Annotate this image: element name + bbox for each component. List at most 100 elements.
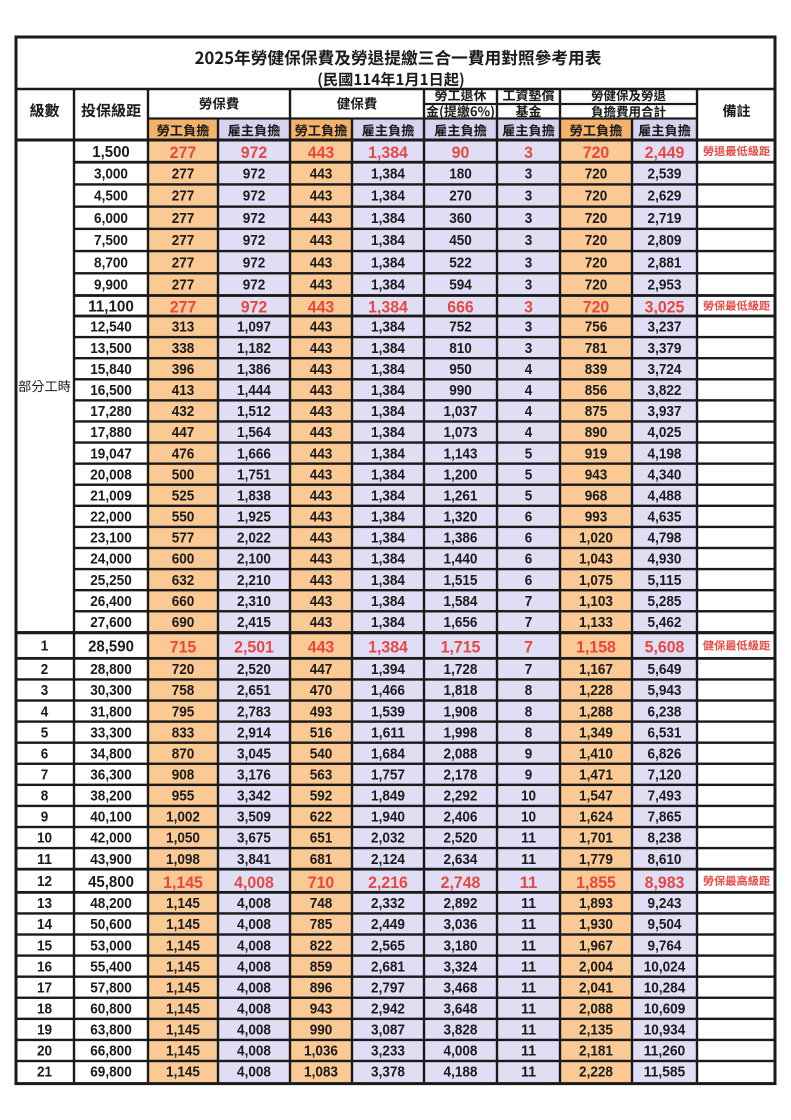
svg-text:2,135: 2,135 [579, 1023, 613, 1039]
svg-text:681: 681 [310, 852, 333, 868]
svg-text:1,701: 1,701 [579, 831, 613, 847]
svg-text:1,384: 1,384 [371, 573, 405, 589]
svg-text:8,238: 8,238 [648, 831, 682, 847]
svg-text:1,656: 1,656 [444, 615, 478, 631]
svg-text:2,565: 2,565 [371, 938, 405, 954]
svg-text:1,384: 1,384 [371, 383, 405, 399]
svg-text:10,609: 10,609 [644, 1002, 686, 1018]
svg-text:396: 396 [172, 362, 195, 378]
svg-text:4,008: 4,008 [237, 980, 271, 996]
svg-text:1,384: 1,384 [371, 615, 405, 631]
svg-text:8: 8 [41, 789, 49, 805]
svg-text:6: 6 [525, 531, 533, 547]
svg-text:13,500: 13,500 [90, 341, 132, 357]
svg-text:2,809: 2,809 [648, 233, 682, 249]
svg-text:6,000: 6,000 [94, 211, 128, 227]
svg-text:360: 360 [449, 211, 472, 227]
svg-text:950: 950 [449, 362, 472, 378]
svg-text:1,384: 1,384 [371, 404, 405, 420]
svg-text:972: 972 [243, 189, 266, 205]
svg-text:1,200: 1,200 [444, 467, 478, 483]
svg-text:3,000: 3,000 [94, 167, 128, 183]
svg-text:7: 7 [525, 662, 533, 678]
svg-text:3,509: 3,509 [237, 810, 271, 826]
svg-text:2,449: 2,449 [371, 917, 405, 933]
svg-text:2,210: 2,210 [237, 573, 271, 589]
svg-text:4,340: 4,340 [648, 467, 682, 483]
svg-text:1,002: 1,002 [166, 810, 200, 826]
svg-text:9: 9 [525, 746, 533, 762]
svg-text:1,666: 1,666 [237, 446, 271, 462]
svg-text:3: 3 [524, 143, 533, 162]
svg-text:972: 972 [243, 233, 266, 249]
svg-text:1,384: 1,384 [371, 489, 405, 505]
svg-text:3,828: 3,828 [444, 1023, 478, 1039]
svg-text:4: 4 [525, 362, 533, 378]
svg-text:500: 500 [172, 467, 195, 483]
svg-text:943: 943 [310, 1002, 333, 1018]
svg-text:38,200: 38,200 [90, 789, 132, 805]
svg-text:856: 856 [585, 383, 608, 399]
svg-text:6: 6 [41, 746, 49, 762]
svg-text:516: 516 [310, 725, 333, 741]
svg-text:943: 943 [585, 467, 608, 483]
svg-text:2,681: 2,681 [371, 959, 405, 975]
svg-text:1,715: 1,715 [441, 638, 481, 657]
svg-text:443: 443 [310, 189, 333, 205]
svg-text:3: 3 [525, 167, 533, 183]
svg-text:2,942: 2,942 [371, 1002, 405, 1018]
svg-text:4,500: 4,500 [94, 189, 128, 205]
svg-text:1,384: 1,384 [371, 531, 405, 547]
svg-text:6: 6 [525, 510, 533, 526]
svg-text:11: 11 [521, 1002, 536, 1018]
svg-text:1,182: 1,182 [237, 341, 271, 357]
svg-text:277: 277 [172, 233, 195, 249]
svg-text:21: 21 [37, 1065, 52, 1081]
svg-text:3,822: 3,822 [648, 383, 682, 399]
svg-text:2,501: 2,501 [234, 638, 274, 657]
svg-text:60,800: 60,800 [90, 1002, 132, 1018]
svg-text:17,880: 17,880 [90, 425, 132, 441]
svg-text:23,100: 23,100 [90, 531, 132, 547]
svg-text:1,384: 1,384 [371, 189, 405, 205]
svg-text:1,167: 1,167 [579, 662, 613, 678]
svg-text:1,037: 1,037 [444, 404, 478, 420]
svg-text:781: 781 [585, 341, 608, 357]
svg-text:21,009: 21,009 [90, 489, 132, 505]
svg-text:3,237: 3,237 [648, 320, 682, 336]
svg-text:1,728: 1,728 [444, 662, 478, 678]
svg-text:1,384: 1,384 [371, 446, 405, 462]
svg-text:1,050: 1,050 [166, 831, 200, 847]
svg-text:443: 443 [310, 362, 333, 378]
svg-text:1,940: 1,940 [371, 810, 405, 826]
svg-text:11: 11 [521, 1023, 536, 1039]
svg-text:1,083: 1,083 [304, 1065, 338, 1081]
svg-text:758: 758 [172, 683, 195, 699]
svg-text:10: 10 [521, 789, 536, 805]
svg-text:2,783: 2,783 [237, 704, 271, 720]
svg-text:6,238: 6,238 [648, 704, 682, 720]
svg-text:1,145: 1,145 [166, 1023, 200, 1039]
svg-text:972: 972 [241, 298, 268, 317]
svg-text:1,893: 1,893 [579, 896, 613, 912]
svg-text:795: 795 [172, 704, 195, 720]
svg-text:1,584: 1,584 [444, 594, 478, 610]
svg-text:3: 3 [525, 189, 533, 205]
svg-text:1,075: 1,075 [579, 573, 613, 589]
svg-text:5: 5 [525, 489, 533, 505]
svg-text:1,103: 1,103 [579, 594, 613, 610]
svg-text:20,008: 20,008 [90, 467, 132, 483]
svg-text:443: 443 [308, 298, 335, 317]
svg-text:1,384: 1,384 [371, 278, 405, 294]
svg-text:8: 8 [525, 683, 533, 699]
svg-text:2,178: 2,178 [444, 768, 478, 784]
svg-text:720: 720 [172, 662, 195, 678]
svg-text:12: 12 [37, 874, 52, 890]
svg-text:1,073: 1,073 [444, 425, 478, 441]
svg-text:990: 990 [310, 1023, 333, 1039]
svg-text:4,008: 4,008 [237, 1065, 271, 1081]
svg-text:1,624: 1,624 [579, 810, 613, 826]
svg-text:63,800: 63,800 [90, 1023, 132, 1039]
svg-text:2,415: 2,415 [237, 615, 271, 631]
svg-text:7: 7 [525, 594, 533, 610]
